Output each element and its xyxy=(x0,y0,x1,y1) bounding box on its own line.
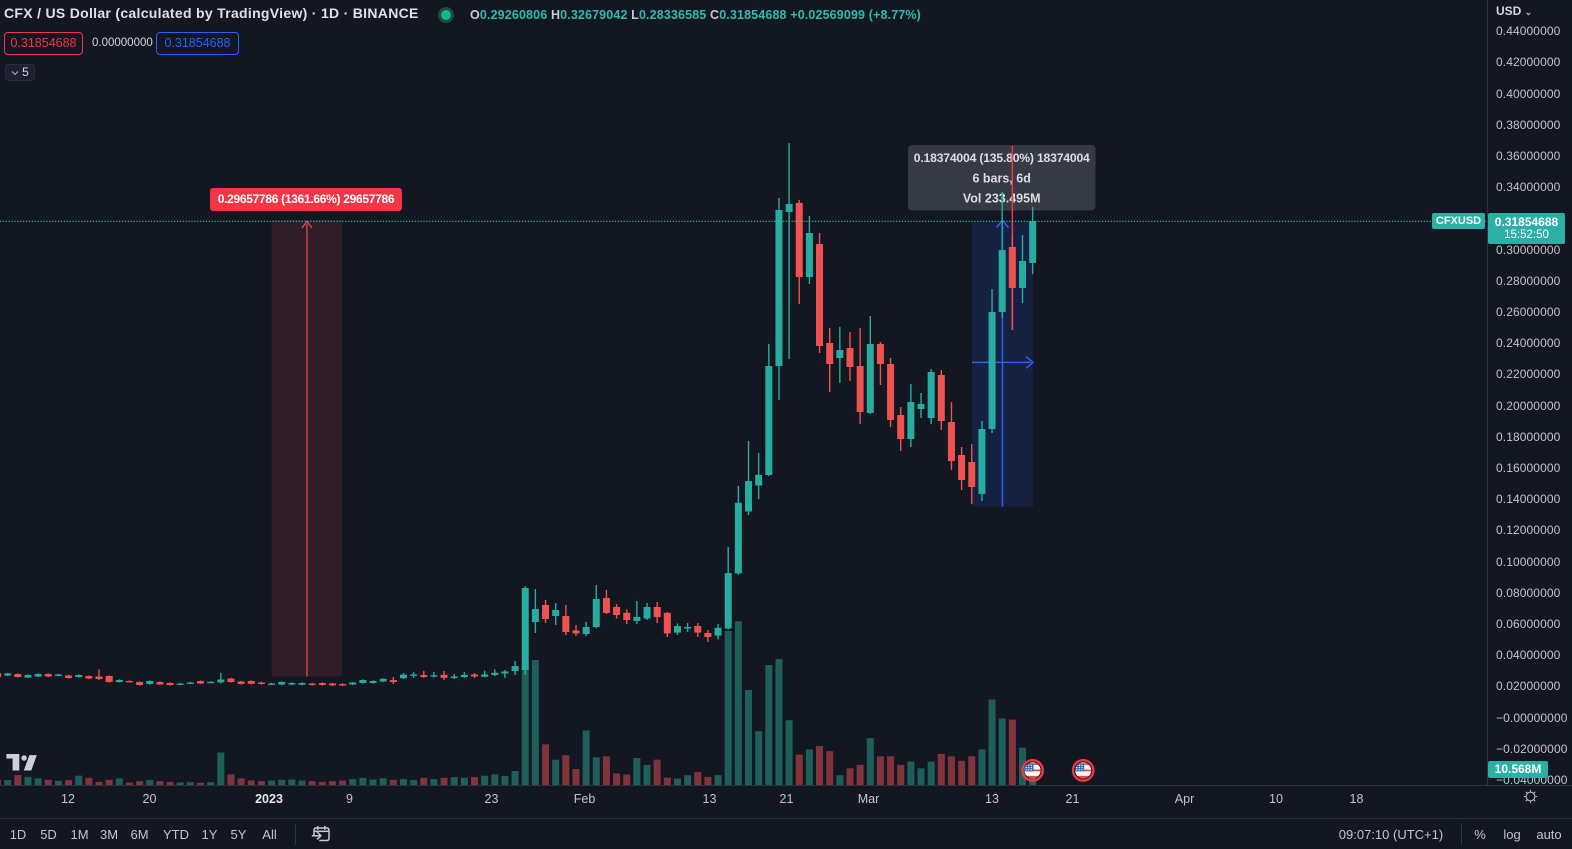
svg-text:0.18374004 (135.80%) 18374004: 0.18374004 (135.80%) 18374004 xyxy=(914,151,1090,165)
svg-text:6 bars, 6d: 6 bars, 6d xyxy=(973,172,1031,186)
